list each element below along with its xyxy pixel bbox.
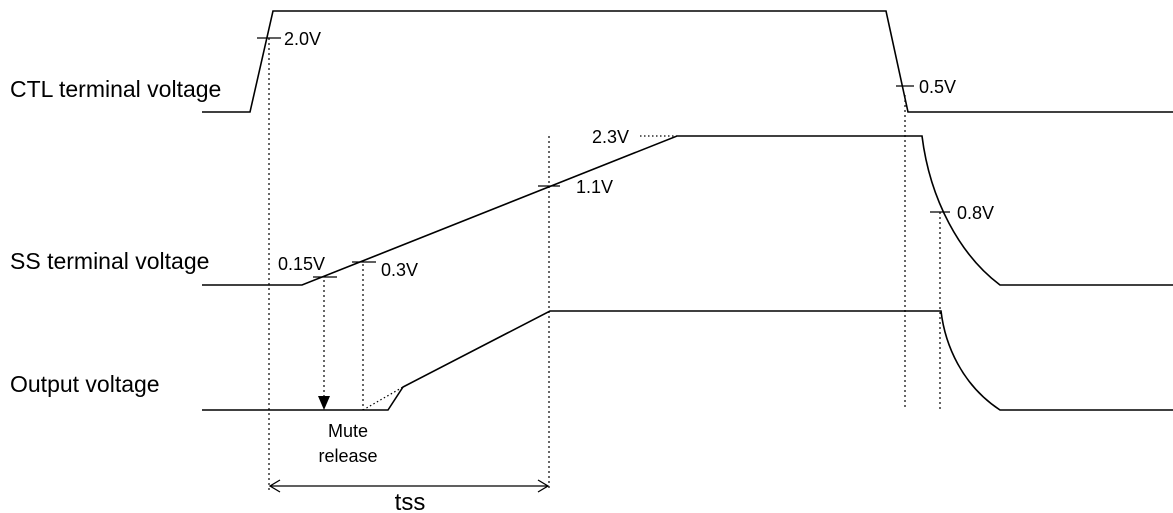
ss-015-level-label: 0.15V xyxy=(278,254,325,274)
ss-top-level-label: 2.3V xyxy=(592,127,629,147)
tss-left-arrowhead xyxy=(268,479,281,493)
ctl-fall-threshold-label: 0.5V xyxy=(919,77,956,97)
output-voltage-label: Output voltage xyxy=(10,371,160,397)
ss-voltage-label: SS terminal voltage xyxy=(10,248,209,274)
ss-03-level-label: 0.3V xyxy=(381,260,418,280)
output-ramp-extrapolation xyxy=(362,386,404,411)
tss-label: tss xyxy=(395,489,426,513)
ctl-waveform xyxy=(202,10,1173,113)
ss-08-level-label: 0.8V xyxy=(957,203,994,223)
mute-release-label-line2: release xyxy=(318,446,377,466)
ss-waveform xyxy=(202,135,1173,286)
ctl-voltage-label: CTL terminal voltage xyxy=(10,76,221,102)
mute-release-label-line1: Mute xyxy=(328,421,368,441)
output-waveform xyxy=(202,310,1173,411)
tss-right-arrowhead xyxy=(537,479,550,493)
mute-release-arrowhead xyxy=(318,396,330,410)
ctl-rise-threshold-label: 2.0V xyxy=(284,29,321,49)
ss-11-level-label: 1.1V xyxy=(576,177,613,197)
